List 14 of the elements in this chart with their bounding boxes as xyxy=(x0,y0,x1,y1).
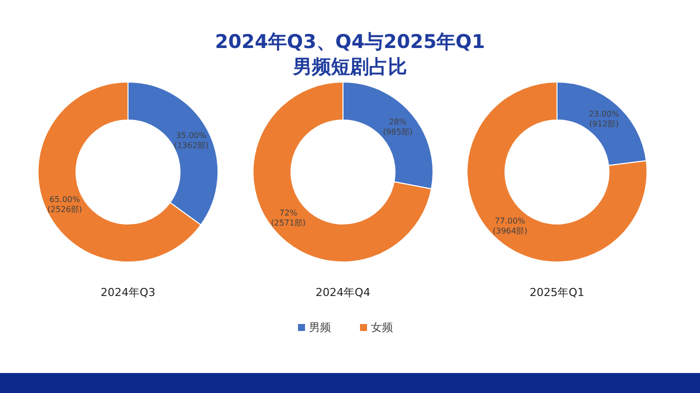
text: 2024年Q3 xyxy=(100,286,156,299)
text: 2024年Q4 xyxy=(316,286,370,299)
data-label: 65.00% (2526部) xyxy=(47,195,82,214)
text: 2025年Q1 xyxy=(530,286,584,299)
legend-label: 女频 xyxy=(371,321,393,334)
data-label: 77.00% (3964部) xyxy=(492,216,528,236)
donut-slice xyxy=(466,82,648,262)
donut-slice xyxy=(252,82,432,262)
data-label: 35.00% (1362部) xyxy=(174,130,209,150)
legend-label: 男频 xyxy=(309,321,331,334)
data-label: 72% (2571部) xyxy=(270,208,306,228)
chart-title: 2024年Q3、Q4与2025年Q1 男频短剧占比 xyxy=(215,31,485,78)
data-label: 23.00% (912部) xyxy=(588,110,620,129)
data-label: 28% (985部) xyxy=(382,118,412,137)
